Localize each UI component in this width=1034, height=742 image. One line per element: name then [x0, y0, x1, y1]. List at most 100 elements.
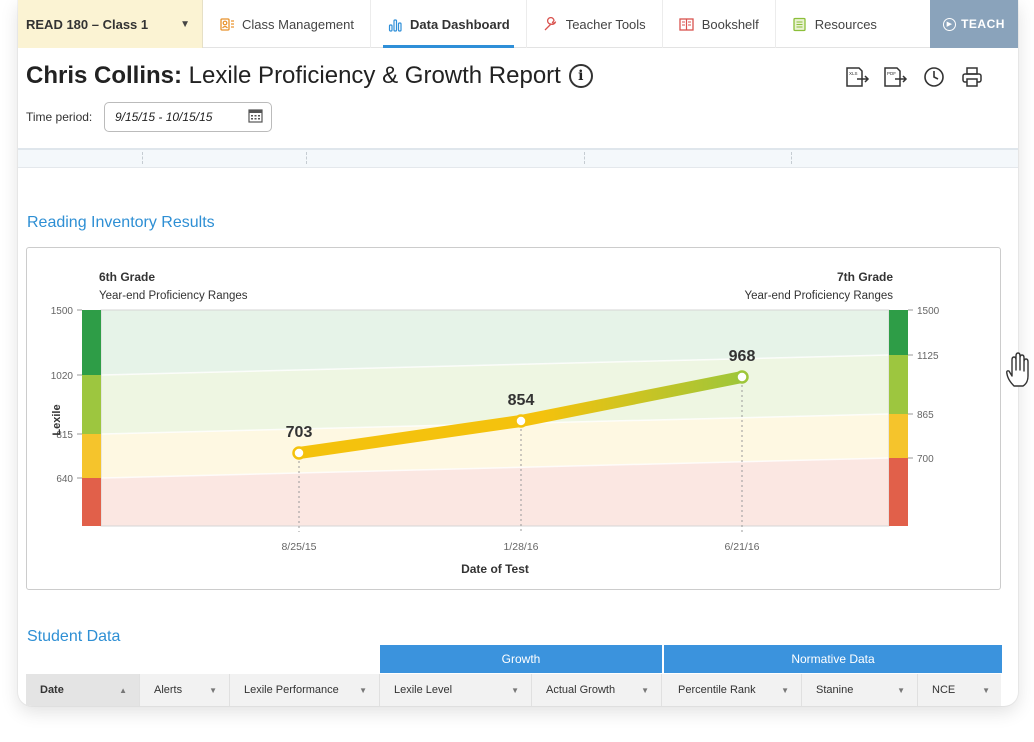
chevron-down-icon: ▼ [781, 685, 789, 695]
column-stanine[interactable]: Stanine ▼ [802, 674, 918, 706]
report-title: Lexile Proficiency & Growth Report [182, 62, 561, 89]
student-name: Chris Collins: [26, 62, 183, 89]
app-window: READ 180 – Class 1 ▼ Class Management Da… [18, 0, 1018, 706]
left-range-bar [82, 434, 101, 478]
nav-data-dashboard[interactable]: Data Dashboard [371, 0, 527, 48]
xls-export-icon[interactable]: XLS [844, 64, 872, 90]
pdf-export-icon[interactable]: PDF [882, 64, 910, 90]
chevron-down-icon: ▼ [897, 685, 905, 695]
x-axis-label: Date of Test [461, 562, 529, 576]
data-label: 968 [729, 348, 756, 365]
chevron-down-icon: ▼ [982, 685, 990, 695]
nav-data-dashboard-label: Data Dashboard [410, 16, 510, 32]
page-title: Chris Collins: Lexile Proficiency & Grow… [26, 62, 593, 90]
nav-resources-label: Resources [814, 16, 877, 32]
svg-text:PDF: PDF [887, 71, 896, 76]
person-icon [219, 16, 235, 32]
nav-teacher-tools[interactable]: Teacher Tools [527, 0, 663, 48]
data-point [514, 414, 528, 428]
left-tick-label: 815 [56, 430, 73, 441]
right-range-bar [889, 458, 908, 526]
column-nce[interactable]: NCE ▼ [918, 674, 1002, 706]
teach-button[interactable]: ▶ TEACH [930, 0, 1018, 48]
right-tick-label: 1125 [917, 351, 939, 362]
right-tick-label: 1500 [917, 306, 940, 317]
left-range-bar [82, 310, 101, 375]
left-range-bar [82, 478, 101, 526]
hand-cursor-icon [1004, 350, 1034, 395]
column-stanine-label: Stanine [816, 684, 854, 696]
info-icon[interactable]: i [568, 64, 593, 88]
right-grade-title: 7th Grade [837, 270, 893, 284]
nav-bookshelf-label: Bookshelf [701, 16, 759, 32]
nav-class-management-label: Class Management [242, 16, 354, 32]
right-tick-label: 700 [917, 454, 934, 465]
column-alerts[interactable]: Alerts ▼ [140, 674, 230, 706]
left-tick-label: 640 [56, 474, 73, 485]
chevron-down-icon: ▼ [511, 685, 519, 695]
top-nav: READ 180 – Class 1 ▼ Class Management Da… [18, 0, 1018, 48]
right-range-bar [889, 310, 908, 355]
wrench-icon [543, 16, 559, 32]
data-point [292, 446, 306, 460]
svg-text:XLS: XLS [849, 71, 858, 76]
chevron-down-icon: ▼ [359, 685, 367, 695]
data-point [735, 370, 749, 384]
band-divider [142, 152, 143, 164]
column-date-label: Date [40, 684, 64, 696]
band-divider [306, 152, 307, 164]
time-period-field[interactable]: 9/15/15 - 10/15/15 [104, 102, 272, 132]
left-grade-title: 6th Grade [99, 270, 155, 284]
column-lexile-performance-label: Lexile Performance [244, 684, 339, 696]
class-selector-label: READ 180 – Class 1 [26, 16, 149, 32]
proficiency-band [101, 310, 889, 375]
bar-chart-icon [387, 16, 403, 32]
right-range-bar [889, 414, 908, 458]
chevron-down-icon: ▼ [209, 685, 217, 695]
column-lexile-level[interactable]: Lexile Level ▼ [380, 674, 532, 706]
left-grade-subtitle: Year-end Proficiency Ranges [99, 290, 248, 302]
column-alerts-label: Alerts [154, 684, 183, 696]
student-data-title: Student Data [27, 628, 121, 645]
sort-icon: ▲ [119, 685, 127, 695]
proficiency-band [101, 458, 889, 526]
column-actual-growth[interactable]: Actual Growth ▼ [532, 674, 662, 706]
nav-bookshelf[interactable]: Bookshelf [663, 0, 776, 48]
class-selector[interactable]: READ 180 – Class 1 ▼ [18, 0, 203, 48]
nav-resources[interactable]: Resources [776, 0, 893, 48]
calendar-icon[interactable] [248, 108, 263, 126]
print-icon[interactable] [958, 64, 986, 90]
band-boundary [100, 354, 890, 376]
history-icon[interactable] [920, 64, 948, 90]
nav-class-management[interactable]: Class Management [203, 0, 371, 48]
right-range-bar [889, 355, 908, 414]
left-tick-label: 1020 [51, 371, 74, 382]
x-tick-label: 6/21/16 [724, 541, 759, 553]
right-grade-subtitle: Year-end Proficiency Ranges [744, 290, 893, 302]
column-actual-growth-label: Actual Growth [546, 684, 616, 696]
column-percentile-rank-label: Percentile Rank [678, 684, 756, 696]
data-label: 854 [508, 392, 535, 409]
column-nce-label: NCE [932, 684, 956, 696]
time-period-value: 9/15/15 - 10/15/15 [115, 110, 213, 124]
proficiency-band [101, 355, 889, 434]
column-lexile-performance[interactable]: Lexile Performance ▼ [230, 674, 380, 706]
chevron-down-icon: ▼ [180, 18, 190, 30]
group-header-normative: Normative Data [664, 645, 1002, 673]
right-tick-label: 865 [917, 410, 934, 421]
lexile-chart-svg: 1500 1020 815 640 1500 1125 865 700 6th Grade Yea… [51, 270, 940, 576]
column-lexile-level-label: Lexile Level [394, 684, 453, 696]
report-toolbar: XLS PDF [844, 64, 986, 90]
book-icon [679, 16, 695, 32]
group-header-growth: Growth [380, 645, 662, 673]
column-percentile-rank[interactable]: Percentile Rank ▼ [664, 674, 802, 706]
table-header [26, 674, 1001, 706]
x-tick-label: 8/25/15 [281, 541, 316, 553]
left-tick-label: 1500 [51, 306, 74, 317]
time-period-label: Time period: [26, 110, 93, 124]
band-divider [584, 152, 585, 164]
lexile-chart: 1500 1020 815 640 1500 1125 865 700 6th Grade Yea… [26, 247, 1001, 590]
x-tick-label: 1/28/16 [503, 541, 538, 553]
chevron-down-icon: ▼ [641, 685, 649, 695]
column-date[interactable]: Date ▲ [26, 674, 140, 706]
